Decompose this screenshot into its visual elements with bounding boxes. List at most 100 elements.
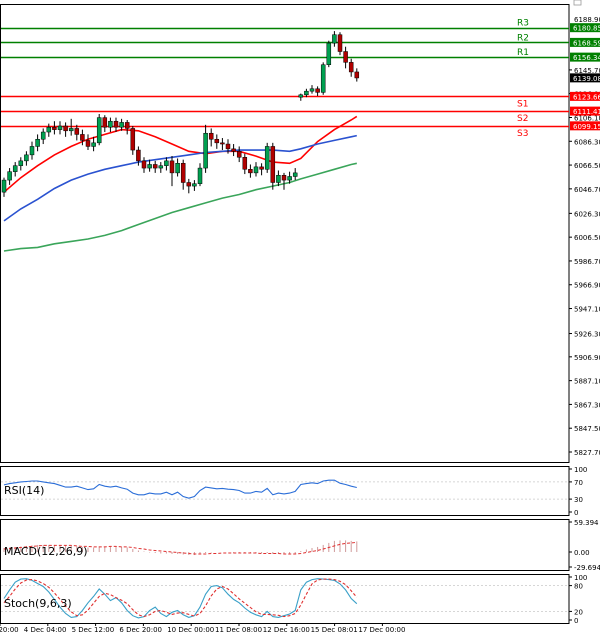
candle-body-up	[119, 122, 124, 128]
y-tick-label: 5986.70	[574, 258, 600, 266]
y-tick-label: 6066.50	[574, 162, 600, 170]
candle-body-down	[152, 164, 158, 169]
scroll-marker	[573, 0, 582, 6]
candle-body-down	[52, 126, 57, 130]
level-tag-s3: 6099.15	[573, 123, 600, 131]
candle	[320, 62, 326, 95]
candle-body-down	[102, 117, 108, 128]
candle	[248, 164, 253, 178]
candle-body-up	[1, 179, 7, 193]
candle	[259, 163, 264, 176]
price-y-axis: 6145.706126.006106.106086.306066.506046.…	[569, 16, 600, 457]
candle	[276, 170, 281, 187]
candle	[85, 134, 91, 151]
time-tick-label: 2 Dec 20:00	[0, 626, 19, 634]
macd-title: MACD(12,26,9)	[4, 545, 88, 558]
candle	[264, 142, 270, 173]
candle	[354, 68, 360, 82]
candle	[253, 162, 259, 177]
candle	[169, 156, 175, 187]
candle	[1, 177, 7, 197]
candle	[29, 141, 35, 160]
candle-body-down	[270, 146, 276, 183]
candle-body-up	[309, 88, 315, 92]
level-tag-bg-r1	[570, 52, 600, 62]
candle-body-down	[231, 148, 236, 152]
candle-body-up	[18, 160, 24, 166]
candle-body-up	[164, 160, 169, 166]
time-tick-label: 5 Dec 12:00	[72, 626, 115, 634]
candle-body-down	[248, 169, 253, 174]
candle	[175, 158, 180, 177]
candle-body-up	[264, 146, 270, 170]
candle	[24, 151, 29, 166]
candle-body-down	[141, 160, 147, 169]
level-name-r3: R3	[517, 19, 529, 29]
candle-body-up	[320, 64, 326, 93]
candle	[270, 142, 276, 190]
candle-body-down	[259, 166, 264, 170]
candle	[242, 153, 248, 175]
y-tick-label: 5966.90	[574, 282, 600, 290]
candle-body-up	[96, 117, 102, 144]
candle-body-up	[91, 142, 96, 147]
candle	[348, 58, 354, 77]
candle-body-down	[113, 120, 119, 128]
candle	[192, 180, 197, 191]
candle-body-up	[68, 128, 74, 132]
moving-average-line-3	[3, 162, 357, 252]
candle-body-down	[85, 140, 91, 147]
rsi-tick-label: 0	[574, 509, 578, 517]
candle-body-down	[136, 149, 141, 162]
candle	[113, 117, 119, 133]
candle	[102, 115, 108, 133]
candle-body-down	[208, 132, 214, 140]
level-name-s2: S2	[517, 114, 528, 124]
candle	[12, 162, 18, 177]
time-tick-label: 6 Dec 20:00	[119, 626, 162, 634]
level-tag-bg-r2	[570, 37, 600, 47]
level-tag-r1: 6156.34	[573, 54, 600, 62]
macd-tick-label: -29.694	[574, 564, 600, 572]
level-name-r2: R2	[517, 33, 529, 43]
candle-body-up	[57, 125, 63, 130]
pivot-levels	[1, 27, 569, 128]
candle-body-up	[7, 171, 12, 181]
stoch-tick-label: 80	[574, 583, 583, 591]
time-tick-label: 12 Dec 16:00	[263, 626, 310, 634]
level-name-r1: R1	[517, 48, 529, 58]
time-tick-label: 17 Dec 00:00	[358, 626, 405, 634]
stoch-tick-label: 20	[574, 608, 583, 616]
candle-body-down	[169, 160, 175, 174]
rsi-title: RSI(14)	[4, 484, 44, 497]
y-tick-label: 5867.30	[574, 401, 600, 409]
candle-body-up	[40, 131, 46, 140]
stoch-panel-frame	[0, 574, 570, 624]
current-price-tag-bg	[570, 73, 600, 83]
candle-body-up	[29, 146, 35, 156]
candle	[158, 162, 164, 173]
candle-body-up	[158, 165, 164, 169]
candle	[68, 118, 74, 136]
candle-body-up	[304, 90, 309, 96]
candle-body-up	[46, 126, 52, 133]
level-tag-bg-s1	[570, 91, 600, 101]
candle-body-up	[108, 120, 113, 128]
current-price-tag: 6139.08	[573, 75, 600, 83]
candle-body-up	[326, 42, 332, 65]
candle	[315, 86, 320, 96]
candle-body-up	[35, 138, 40, 147]
level-name-s1: S1	[517, 99, 528, 109]
candle	[46, 123, 52, 137]
candle	[40, 128, 46, 145]
rsi-tick-label: 70	[574, 479, 583, 487]
rsi-tick-label: 30	[574, 496, 583, 504]
y-tick-label: 6006.50	[574, 234, 600, 242]
candle	[91, 136, 96, 152]
candle	[287, 171, 292, 184]
candle	[74, 124, 80, 141]
price-panel-frame	[0, 4, 570, 463]
rsi-tick-label: 100	[574, 466, 587, 474]
